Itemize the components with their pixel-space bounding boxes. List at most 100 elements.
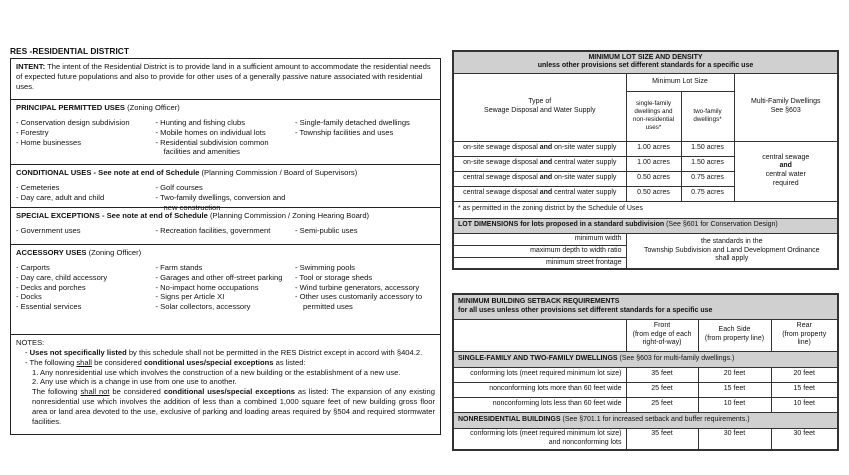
col-single-family-header: single-family dwellings and non-resident…: [625, 90, 682, 142]
use-item: - Home businesses: [16, 137, 81, 147]
setback-title: MINIMUM BUILDING SETBACK REQUIREMENTS for…: [452, 293, 839, 320]
use-item: - Essential services: [16, 302, 82, 312]
special-note: (Planning Commission / Zoning Hearing Bo…: [207, 211, 370, 220]
note-3-a: The following: [32, 387, 81, 397]
note-item-1: 1. Any nonresidential use which involves…: [32, 367, 401, 377]
note-2: - The following shall be considered cond…: [25, 357, 306, 367]
blank-header: [452, 318, 627, 352]
sewage-water-type: on-site sewage disposal and central wate…: [452, 155, 627, 172]
col-multi-family-header: Multi-Family Dwellings See §603: [733, 72, 839, 142]
use-item: - Conservation design subdivision: [16, 117, 130, 127]
use-item: - Forestry: [16, 127, 49, 137]
sewage-water-type: central sewage disposal and on-site wate…: [452, 170, 627, 187]
multi-family-value: central sewage and central water required: [733, 140, 839, 202]
type-a: on-site sewage disposal: [463, 159, 540, 167]
notes-heading: NOTES:: [16, 338, 45, 347]
schedule-of-uses: INTENT: The intent of the Residential Di…: [10, 58, 441, 435]
single-family-value: 1.00 acres: [625, 140, 682, 157]
dims-row: maximum depth to width ratio: [452, 244, 627, 258]
use-item: - Wind turbine generators, accessory: [295, 282, 420, 292]
two-family-value: 0.75 acres: [680, 170, 735, 187]
single-family-value: 1.00 acres: [625, 155, 682, 172]
dims-heading-text: LOT DIMENSIONS for lots proposed in a st…: [458, 221, 665, 229]
note-1: - Uses not specifically listed by this s…: [25, 347, 423, 357]
use-item: - Golf courses: [155, 182, 203, 192]
nonresidential-heading: NONRESIDENTIAL BUILDINGS (See §701.1 for…: [452, 411, 839, 429]
type-and: and: [539, 144, 553, 152]
use-item: - Signs per Article XI: [155, 292, 225, 302]
setback-row: conforming lots (meet required minimum l…: [452, 366, 839, 383]
dims-note-text: (See §601 for Conservation Design): [664, 221, 778, 229]
accessory-note: (Zoning Officer): [86, 248, 142, 257]
lot-size-table: MINIMUM LOT SIZE AND DENSITY unless other…: [452, 50, 839, 271]
use-column: - Semi-public uses: [295, 226, 435, 236]
lot-dimensions-heading: LOT DIMENSIONS for lots proposed in a st…: [452, 217, 839, 234]
type-a: on-site sewage disposal: [463, 144, 540, 152]
accessory-uses-section: ACCESSORY USES (Zoning Officer) - Carpor…: [11, 245, 440, 335]
use-item: - Mobile homes on individual lots: [155, 127, 266, 137]
two-family-value: 0.75 acres: [680, 185, 735, 202]
use-column: - Farm stands - Garages and other off-str…: [156, 263, 296, 312]
use-item: - Decks and porches: [16, 282, 86, 292]
conditional-note: (Planning Commission / Board of Supervis…: [199, 168, 358, 177]
note-1-bold: Uses not specifically listed: [29, 347, 127, 357]
side-setback: 30 feet: [697, 427, 772, 451]
col-front-header: Front (from edge of each right-of-way): [625, 318, 699, 352]
dims-value: the standards in the Township Subdivisio…: [625, 232, 839, 270]
single-family-value: 0.50 acres: [625, 185, 682, 202]
note-3: The following shall not be considered co…: [16, 387, 435, 426]
front-setback: 25 feet: [625, 396, 699, 413]
setback-title-text: MINIMUM BUILDING SETBACK REQUIREMENTS: [458, 298, 620, 305]
col-type-header: Type of Sewage Disposal and Water Supply: [452, 72, 627, 142]
note-3-b: be considered: [109, 387, 164, 397]
col-side-header: Each Side (from property line): [697, 318, 772, 352]
note-1-text: by this schedule shall not be permitted …: [126, 347, 423, 357]
use-item: - Recreation facilities, government: [155, 225, 271, 235]
note-2-bold: conditional uses/special exceptions: [143, 357, 274, 367]
intent-text: The intent of the Residential District i…: [16, 62, 431, 91]
dims-row: minimum width: [452, 232, 627, 246]
use-item: - Government uses: [16, 225, 81, 235]
single-family-value: 0.50 acres: [625, 170, 682, 187]
lot-subtitle-text: unless other provisions set different st…: [537, 62, 754, 70]
setback-row: nonconforming lots more than 60 feet wid…: [452, 381, 839, 398]
side-setback: 15 feet: [697, 381, 772, 398]
use-item: - Day care, child accessory: [16, 272, 108, 282]
sewage-water-type: on-site sewage disposal and on-site wate…: [452, 140, 627, 157]
note-3-c: as listed: The expansion of any existing…: [32, 387, 435, 426]
type-and: and: [539, 189, 553, 197]
use-column: - Single-family detached dwellings - Town…: [295, 118, 435, 157]
setback-row: nonconforming lots less than 60 feet wid…: [452, 396, 839, 413]
use-item: - Hunting and fishing clubs: [155, 117, 246, 127]
use-item: - Solar collectors, accessory: [155, 302, 251, 312]
use-item: - Carports: [16, 262, 50, 272]
two-family-value: 1.50 acres: [680, 140, 735, 157]
multi-and: and: [779, 162, 792, 170]
use-item: - Cemeteries: [16, 182, 60, 192]
use-column: - Cemeteries - Day care, adult and child: [16, 183, 156, 213]
col-two-family-header: two-family dwellings*: [680, 90, 735, 142]
use-item: - Residential subdivision common facilit…: [155, 137, 269, 157]
use-column: - Recreation facilities, government: [156, 226, 296, 236]
sec2-heading-text: NONRESIDENTIAL BUILDINGS: [458, 415, 561, 423]
rear-setback: 15 feet: [770, 381, 839, 398]
rear-setback: 20 feet: [770, 366, 839, 383]
use-item: - Farm stands: [155, 262, 203, 272]
accessory-heading: ACCESSORY USES: [16, 248, 87, 257]
permitted-heading: PRINCIPAL PERMITTED USES: [16, 103, 125, 112]
note-2-c: as listed:: [273, 357, 306, 367]
lot-size-row: central sewage disposal and central wate…: [452, 185, 838, 202]
type-b: on-site water supply: [552, 144, 617, 152]
use-item: - No-impact home occupations: [155, 282, 259, 292]
multi-a: central sewage: [762, 153, 810, 161]
note-3-underline: shall not: [80, 387, 110, 397]
type-b: central water supply: [552, 159, 617, 167]
sec2-note-text: (See §701.1 for increased setback and bu…: [560, 415, 750, 423]
type-a: central sewage disposal: [463, 174, 540, 182]
use-item: - Swimming pools: [295, 262, 355, 272]
conditional-uses-section: CONDITIONAL USES - See note at end of Sc…: [11, 165, 440, 212]
sec1-heading-text: SINGLE-FAMILY AND TWO-FAMILY DWELLINGS: [458, 354, 618, 362]
type-and: and: [539, 159, 553, 167]
use-item: - Two-family dwellings, conversion and n…: [155, 192, 286, 212]
intent-label: INTENT:: [16, 62, 46, 71]
